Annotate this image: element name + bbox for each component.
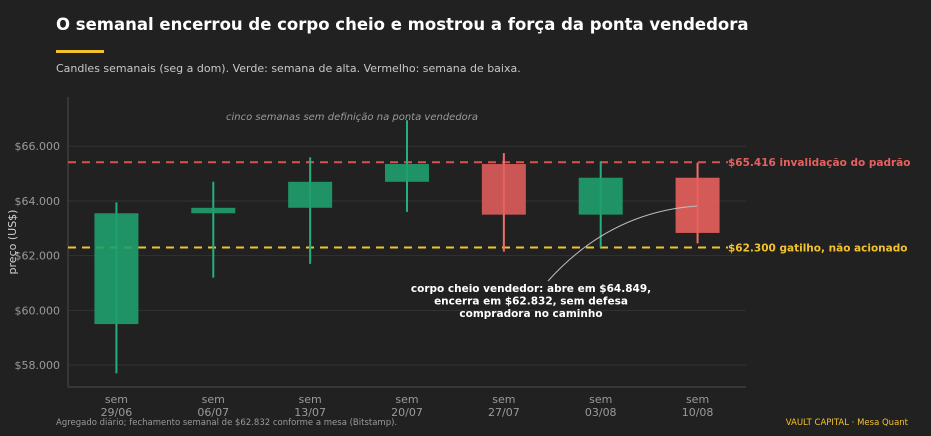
y-tick-label: $60.000 bbox=[15, 304, 61, 317]
x-tick-label: sem bbox=[299, 393, 322, 406]
chart-subtitle: Candles semanais (seg a dom). Verde: sem… bbox=[56, 62, 521, 75]
y-tick-label: $62.000 bbox=[15, 250, 61, 263]
x-tick-label: 10/08 bbox=[682, 406, 714, 419]
y-axis-label: preço (US$) bbox=[6, 210, 19, 275]
invalidation-level-label: $65.416 invalidação do padrão bbox=[728, 157, 910, 169]
candle-body bbox=[481, 164, 526, 215]
y-tick-label: $66.000 bbox=[15, 140, 61, 153]
y-tick-label: $64.000 bbox=[15, 195, 61, 208]
callout-text: compradora no caminho bbox=[459, 308, 602, 320]
trigger-level-label: $62.300 gatilho, não acionado bbox=[728, 242, 907, 254]
footer-brand: VAULT CAPITAL · Mesa Quant bbox=[785, 418, 908, 428]
candle-body bbox=[675, 177, 720, 233]
callout-arrow bbox=[547, 205, 698, 282]
top-annotation: cinco semanas sem definição na ponta ven… bbox=[226, 112, 478, 123]
x-tick-label: sem bbox=[395, 393, 418, 406]
x-tick-label: 20/07 bbox=[391, 406, 423, 419]
x-tick-label: sem bbox=[686, 393, 709, 406]
x-tick-label: sem bbox=[492, 393, 515, 406]
title-accent-bar bbox=[56, 50, 104, 53]
x-tick-label: sem bbox=[105, 393, 128, 406]
callout-text: encerra em $62.832, sem defesa bbox=[434, 296, 628, 308]
x-tick-label: 29/06 bbox=[101, 406, 133, 419]
x-tick-label: sem bbox=[589, 393, 612, 406]
candle-body bbox=[288, 181, 333, 208]
candle-body bbox=[94, 213, 139, 325]
y-tick-label: $58.000 bbox=[15, 359, 61, 372]
x-tick-label: 27/07 bbox=[488, 406, 520, 419]
chart-title: O semanal encerrou de corpo cheio e most… bbox=[56, 15, 749, 34]
footer-source-note: Agregado diário; fechamento semanal de $… bbox=[56, 418, 398, 428]
candle-body bbox=[191, 207, 236, 214]
candle-body bbox=[578, 177, 623, 215]
x-tick-label: 03/08 bbox=[585, 406, 617, 419]
x-tick-label: 13/07 bbox=[294, 406, 326, 419]
candle-body bbox=[385, 164, 429, 182]
x-tick-label: 06/07 bbox=[197, 406, 229, 419]
x-tick-label: sem bbox=[202, 393, 225, 406]
callout-text: corpo cheio vendedor: abre em $64.849, bbox=[411, 283, 651, 295]
